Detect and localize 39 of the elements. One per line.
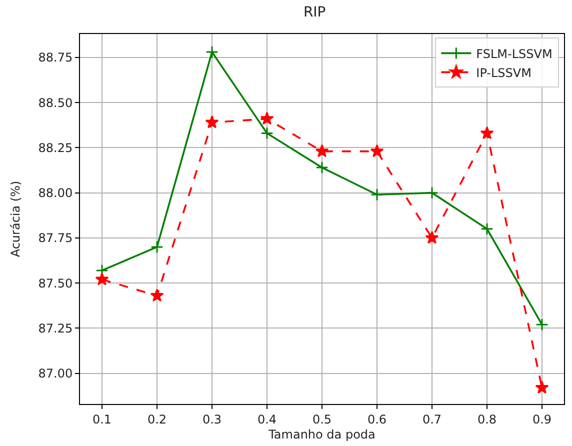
x-tick-label: 0.7 — [422, 412, 442, 426]
y-tick-label: 87.50 — [38, 276, 73, 290]
point — [480, 126, 494, 140]
x-tick-label: 0.5 — [312, 412, 332, 426]
legend-label: IP-LSSVM — [476, 66, 532, 80]
point — [480, 222, 494, 236]
point — [425, 230, 439, 244]
chart-title: RIP — [303, 4, 326, 20]
y-tick-label: 88.25 — [38, 140, 73, 155]
point — [206, 46, 218, 58]
x-tick-label: 0.6 — [367, 412, 387, 426]
point — [150, 288, 164, 302]
point — [205, 115, 219, 128]
point — [95, 272, 109, 286]
x-tick-label: 0.8 — [477, 412, 497, 426]
y-tick-label: 88.50 — [38, 96, 73, 110]
x-tick-label: 0.9 — [532, 412, 552, 426]
legend-label: FSLM-LSSVM — [476, 46, 552, 61]
point — [315, 144, 329, 158]
x-tick-label: 0.2 — [147, 412, 167, 426]
point — [260, 126, 274, 140]
point — [370, 144, 384, 158]
x-tick-label: 0.1 — [92, 412, 112, 426]
y-axis-title: Acurácia (%) — [8, 180, 23, 258]
point — [150, 240, 164, 254]
y-tick-label: 88.75 — [38, 50, 73, 65]
point — [535, 380, 549, 394]
y-tick-label: 87.25 — [38, 321, 73, 336]
y-tick-label: 87.75 — [38, 231, 73, 246]
y-tick-label: 88.00 — [38, 186, 73, 200]
point — [426, 186, 438, 200]
y-tick-label: 87.00 — [38, 366, 73, 381]
point — [260, 112, 274, 125]
point — [316, 161, 328, 174]
point — [370, 188, 384, 201]
x-axis-title: Tamanho da poda — [268, 427, 376, 442]
point — [536, 318, 548, 331]
x-tick-label: 0.4 — [257, 412, 277, 426]
x-tick-label: 0.3 — [202, 412, 222, 426]
